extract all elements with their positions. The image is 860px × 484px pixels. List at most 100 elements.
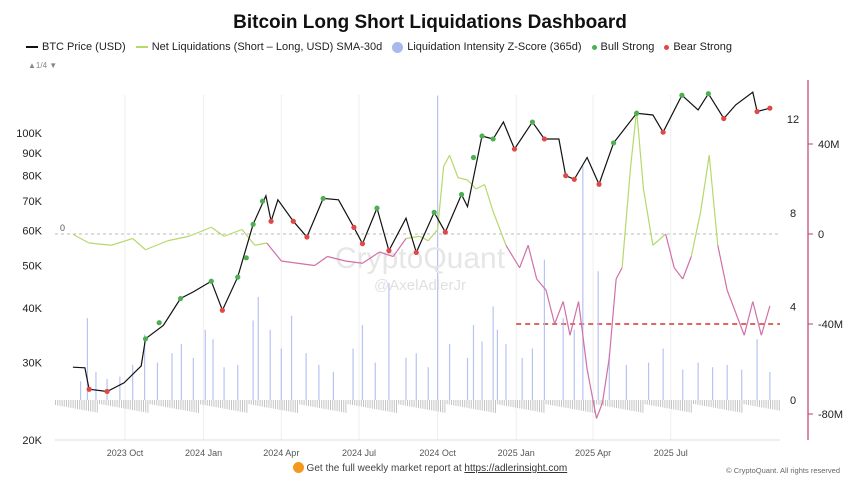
net-liquidations-segment: [615, 267, 623, 280]
net-liquidations-segment: [577, 301, 588, 370]
zscore-negative-bar: [272, 400, 274, 409]
zscore-negative-bar: [279, 400, 281, 410]
zscore-negative-bar: [503, 400, 505, 406]
zscore-negative-bar: [690, 400, 692, 413]
bear-strong-marker: [767, 105, 773, 111]
y-left-tick-label: 60K: [22, 226, 42, 238]
zscore-bar: [192, 357, 194, 400]
net-liquidations-segment: [519, 245, 529, 268]
zscore-negative-bar: [633, 400, 635, 412]
bear-strong-marker: [541, 136, 547, 142]
zscore-bar: [257, 297, 259, 400]
bull-strong-marker: [243, 255, 249, 261]
zscore-negative-bar: [250, 400, 252, 405]
zscore-negative-bar: [664, 400, 666, 408]
legend-bull-strong[interactable]: Bull Strong: [591, 41, 654, 53]
zscore-negative-bar: [585, 400, 587, 412]
zscore-negative-bar: [442, 400, 444, 413]
net-liquidations-segment: [760, 305, 771, 336]
zscore-negative-bar: [477, 400, 479, 410]
zscore-negative-bar: [151, 400, 153, 405]
net-liquidations-segment: [562, 301, 571, 336]
zscore-negative-bar: [191, 400, 193, 412]
zscore-negative-bar: [596, 400, 598, 405]
zscore-negative-bar: [671, 400, 672, 409]
legend-pager[interactable]: ▲1/4 ▼: [28, 61, 58, 70]
zscore-bar: [756, 339, 758, 400]
legend: BTC Price (USD) Net Liquidations (Short …: [26, 41, 732, 53]
zscore-negative-bar: [110, 400, 111, 406]
zscore-negative-bar: [81, 400, 83, 410]
report-link[interactable]: https://adlerinsight.com: [464, 463, 568, 474]
zscore-negative-bar: [521, 400, 523, 409]
zscore-negative-bar: [341, 400, 342, 412]
dot-swatch-icon: [392, 41, 404, 53]
zscore-negative-bar: [343, 400, 345, 413]
zscore-negative-bar: [325, 400, 327, 410]
zscore-negative-bar: [235, 400, 237, 411]
net-liquidations-segment: [554, 301, 564, 325]
zscore-negative-bar: [565, 400, 567, 408]
zscore-negative-bar: [215, 400, 217, 408]
zscore-negative-bar: [352, 400, 353, 405]
zscore-negative-bar: [734, 400, 736, 412]
zscore-negative-bar: [607, 400, 609, 407]
zscore-negative-bar: [433, 400, 435, 411]
zscore-negative-bar: [673, 400, 675, 410]
net-liquidations-segment: [72, 233, 77, 237]
bull-strong-marker: [634, 110, 640, 116]
zscore-negative-bar: [717, 400, 719, 409]
legend-net-liquidations[interactable]: Net Liquidations (Short – Long, USD) SMA…: [135, 41, 383, 53]
net-liquidations-segment: [437, 166, 445, 230]
bull-strong-marker: [479, 133, 485, 139]
legend-zscore[interactable]: Liquidation Intensity Z-Score (365d): [392, 41, 582, 53]
net-liquidations-segment: [752, 301, 762, 336]
zscore-negative-bar: [618, 400, 620, 409]
net-liquidations-segment: [475, 183, 485, 190]
y-left-tick-label: 100K: [16, 128, 42, 140]
dot-swatch-icon: [591, 44, 597, 50]
zscore-negative-bar: [407, 400, 408, 406]
zscore-negative-bar: [292, 400, 294, 413]
legend-label: Net Liquidations (Short – Long, USD) SMA…: [151, 41, 383, 53]
zscore-negative-bar: [393, 400, 395, 413]
zscore-bar: [712, 367, 714, 400]
zscore-negative-bar: [602, 400, 604, 406]
net-liquidations-segment: [449, 155, 459, 178]
zscore-bar: [171, 353, 173, 400]
zscore-negative-bar: [778, 400, 780, 411]
zscore-negative-bar: [552, 400, 554, 406]
zscore-negative-bar: [697, 400, 699, 405]
legend-btc-price[interactable]: BTC Price (USD): [26, 41, 126, 53]
zscore-bar: [374, 362, 376, 400]
zscore-negative-bar: [354, 400, 356, 406]
zscore-negative-bar: [308, 400, 309, 406]
net-liquidations-segment: [690, 211, 702, 257]
zscore-negative-bar: [264, 400, 265, 407]
legend-bear-strong[interactable]: Bear Strong: [664, 41, 732, 53]
bear-strong-marker: [721, 115, 727, 122]
zscore-negative-bar: [149, 400, 151, 405]
zscore-negative-bar: [770, 400, 771, 409]
zscore-negative-bar: [63, 400, 65, 407]
zscore-negative-bar: [107, 400, 109, 406]
net-liquidations-segment: [281, 260, 298, 264]
net-liquidations-segment: [527, 245, 538, 280]
zscore-negative-bar: [479, 400, 481, 411]
zscore-negative-bar: [451, 400, 452, 405]
net-liquidations-segment: [636, 110, 645, 190]
zscore-negative-bar: [569, 400, 571, 409]
legend-label: Liquidation Intensity Z-Score (365d): [407, 41, 582, 53]
zscore-negative-bar: [611, 400, 613, 408]
bear-strong-marker: [104, 388, 110, 395]
zscore-negative-bar: [266, 400, 268, 408]
zscore-negative-bar: [244, 400, 246, 413]
zscore-negative-bar: [283, 400, 285, 411]
zscore-negative-bar: [59, 400, 61, 406]
zscore-bar: [269, 329, 271, 400]
y-left-tick-label: 40K: [22, 303, 42, 315]
zscore-bar: [132, 364, 134, 400]
zscore-negative-bar: [347, 400, 349, 405]
zscore-negative-bar: [310, 400, 312, 407]
x-tick-label: 2024 Oct: [419, 448, 456, 458]
